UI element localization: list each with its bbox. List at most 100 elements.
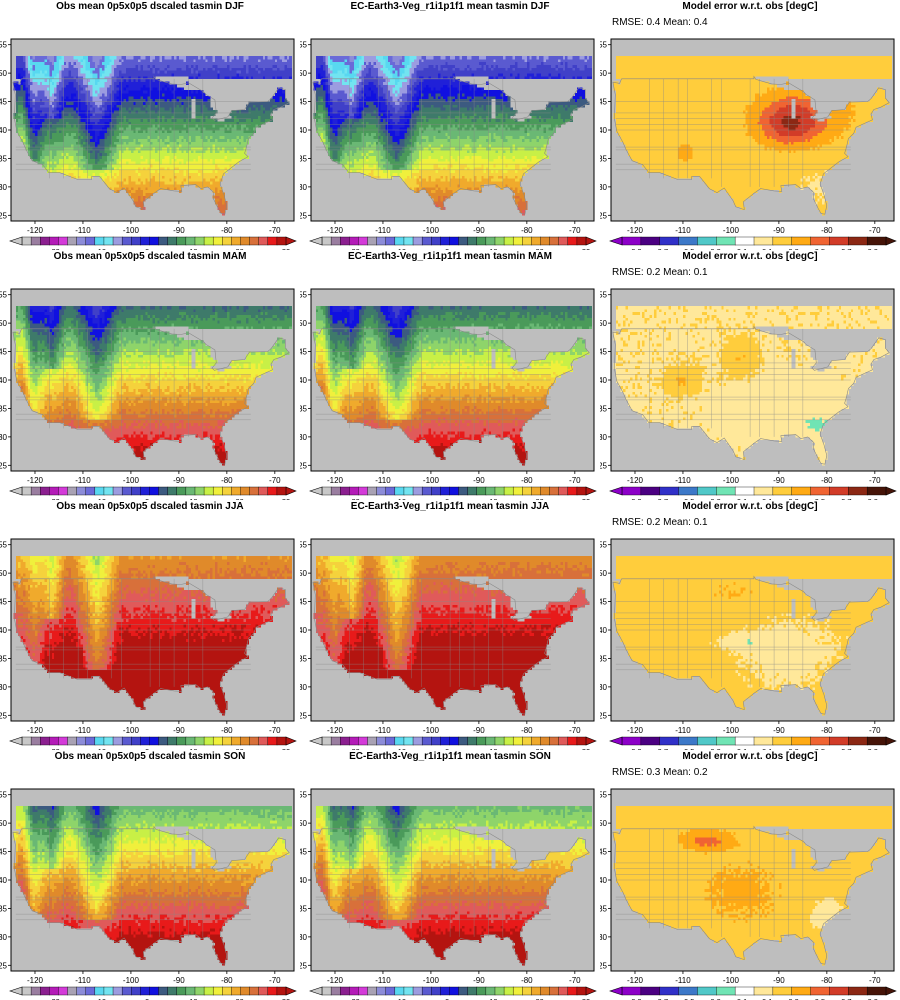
colorbar-swatch <box>330 486 341 496</box>
lon-tick-label: -90 <box>173 726 185 735</box>
colorbar-swatch <box>476 486 487 496</box>
lon-tick-label: -100 <box>123 226 140 235</box>
map-svg: -120-110-100-90-80-7025303540455055-20-1… <box>300 538 597 750</box>
lat-tick-label: 45 <box>0 598 8 607</box>
colorbar-swatch <box>549 736 560 746</box>
colorbar-over-arrow <box>585 486 597 496</box>
gridded-field <box>13 556 292 716</box>
lat-tick-label: 30 <box>300 933 308 942</box>
colorbar: -0.9 -0.7 -0.5 -0.3 -0.1 0.1 0.3 0.5 0.7 0.9 <box>609 486 897 500</box>
colorbar-swatch <box>222 986 232 996</box>
lat-tick-label: 50 <box>0 319 8 328</box>
gridded-field <box>613 556 892 716</box>
colorbar-swatch <box>791 236 812 246</box>
state-borders <box>15 578 251 687</box>
colorbar-over-arrow <box>885 486 897 496</box>
lat-tick-label: 30 <box>0 183 8 192</box>
lat-tick-label: 50 <box>600 69 608 78</box>
lon-tick-label: -100 <box>423 976 440 985</box>
colorbar-label: 10 <box>189 497 197 500</box>
lat-tick-label: 55 <box>600 41 608 50</box>
colorbar-over-arrow <box>285 486 297 496</box>
colorbar-swatch <box>321 236 332 246</box>
colorbar-swatch <box>231 736 241 746</box>
lon-tick-label: -80 <box>521 226 533 235</box>
country-border <box>312 75 590 215</box>
colorbar-label: -10 <box>395 497 406 500</box>
colorbar-swatch <box>30 486 41 496</box>
panel-djf-err: -120-110-100-90-80-7025303540455055-0.9-… <box>600 0 900 250</box>
colorbar-swatch <box>431 236 441 246</box>
colorbar-swatch <box>458 736 469 746</box>
lat-tick-label: 50 <box>0 69 8 78</box>
map-svg: -120-110-100-90-80-7025303540455055-20-1… <box>300 38 597 250</box>
colorbar-swatch <box>249 736 260 746</box>
colorbar-swatch <box>21 986 32 996</box>
colorbar-label: -0.7 <box>655 497 668 500</box>
lat-tick-label: 30 <box>600 433 608 442</box>
colorbar-swatch <box>866 986 887 996</box>
colorbar-swatch <box>678 986 698 996</box>
lat-tick-label: 25 <box>600 211 608 220</box>
colorbar-swatch <box>431 986 441 996</box>
colorbar-label: -0.3 <box>708 247 721 250</box>
colorbar-swatch <box>716 236 736 246</box>
lat-tick-label: 40 <box>0 126 8 135</box>
colorbar-swatch <box>734 736 755 746</box>
colorbar-swatch <box>412 236 423 246</box>
colorbar-swatch <box>621 736 642 746</box>
colorbar-swatch <box>531 236 541 246</box>
lat-tick-label: 55 <box>600 291 608 300</box>
colorbar-swatch <box>421 736 432 746</box>
colorbar-swatch <box>716 486 736 496</box>
lon-tick-label: -100 <box>723 726 740 735</box>
map-svg: -120-110-100-90-80-7025303540455055-0.9-… <box>600 538 897 750</box>
lon-tick-label: -110 <box>375 976 391 985</box>
lat-tick-label: 30 <box>600 933 608 942</box>
lat-tick-label: 55 <box>0 291 8 300</box>
colorbar-swatch <box>367 736 378 746</box>
lat-tick-label: 25 <box>600 711 608 720</box>
colorbar-label: 0.3 <box>788 747 798 750</box>
colorbar-label: -10 <box>95 747 106 750</box>
colorbar-swatch <box>121 236 132 246</box>
state-borders <box>315 328 551 437</box>
colorbar-swatch <box>458 986 469 996</box>
state-borders <box>615 828 851 937</box>
colorbar-swatch <box>567 736 578 746</box>
colorbar-swatch <box>149 986 160 996</box>
colorbar-swatch <box>753 736 774 746</box>
gridded-field <box>13 56 292 216</box>
colorbar-over-arrow <box>885 736 897 746</box>
colorbar-swatch <box>185 986 196 996</box>
lat-tick-label: 30 <box>300 183 308 192</box>
colorbar-swatch <box>848 486 868 496</box>
colorbar-swatch <box>829 986 849 996</box>
colorbar-swatch <box>330 236 341 246</box>
lon-tick-label: -90 <box>173 976 185 985</box>
lon-tick-label: -70 <box>269 976 281 985</box>
colorbar-swatch <box>476 236 487 246</box>
colorbar-swatch <box>791 986 812 996</box>
colorbar-swatch <box>267 736 278 746</box>
country-border <box>12 325 290 465</box>
colorbar-label: 10 <box>189 997 197 1000</box>
lon-tick-label: -110 <box>675 976 691 985</box>
colorbar-label: -10 <box>95 247 106 250</box>
state-borders <box>615 328 851 437</box>
colorbar-swatch <box>40 986 50 996</box>
colorbar-label: 0 <box>145 247 149 250</box>
colorbar: -20 -10 0 10 20 30 <box>309 736 597 750</box>
colorbar-under-arrow <box>309 736 323 746</box>
colorbar-swatch <box>697 736 717 746</box>
panel-son-err: -120-110-100-90-80-7025303540455055-0.9-… <box>600 750 900 1000</box>
lon-tick-label: -120 <box>327 976 344 985</box>
country-border <box>12 75 290 215</box>
colorbar-swatch <box>678 486 698 496</box>
panel-title: Obs mean 0p5x0p5 dscaled tasmin SON <box>0 751 300 762</box>
colorbar-swatch <box>558 486 569 496</box>
colorbar-swatch <box>258 986 269 996</box>
colorbar-label: 0 <box>145 747 149 750</box>
lon-tick-label: -100 <box>123 976 140 985</box>
